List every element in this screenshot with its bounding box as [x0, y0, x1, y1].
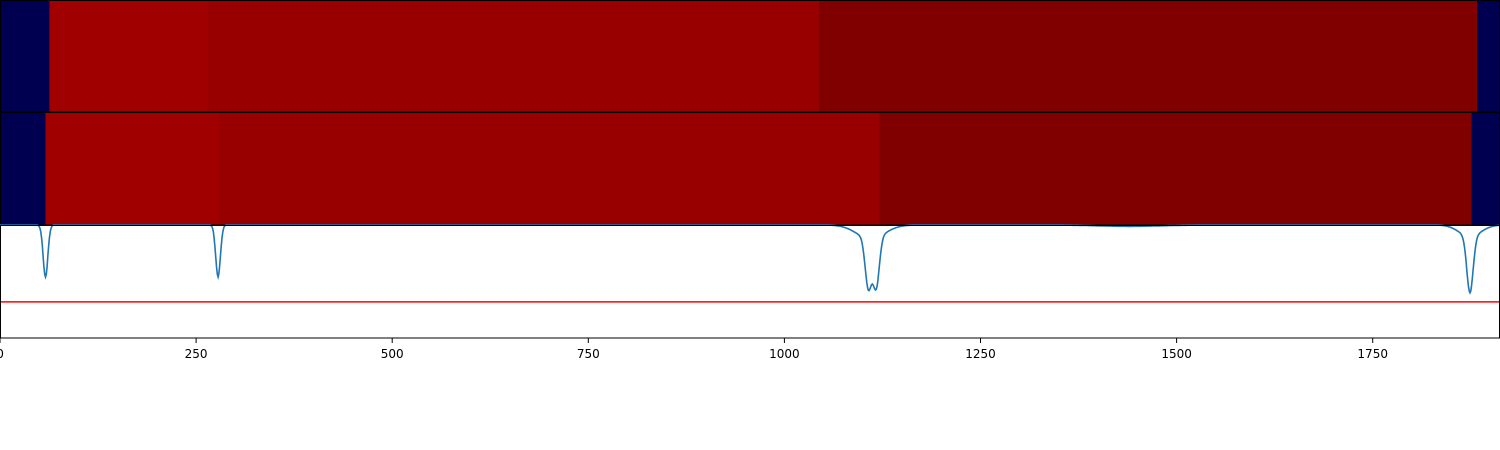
- segment-1-4: [818, 1, 1478, 112]
- segment-1-3: [207, 1, 820, 112]
- segment-row-1: [0, 0, 1500, 113]
- segment-2-2: [45, 113, 220, 225]
- x-tick-label: 1250: [965, 347, 996, 361]
- x-tick-label: 1500: [1161, 347, 1192, 361]
- x-tick-label: 750: [577, 347, 600, 361]
- x-tick-label: 1750: [1357, 347, 1388, 361]
- segment-2-5: [1471, 113, 1500, 225]
- segment-1-2: [49, 1, 209, 112]
- x-tick-label: 250: [185, 347, 208, 361]
- segment-2-1: [0, 113, 46, 225]
- signal-panel: [0, 224, 1500, 339]
- x-tick-label: 0: [0, 347, 4, 361]
- segment-1-5: [1477, 1, 1500, 112]
- segment-2-4: [879, 113, 1473, 225]
- signal-line: [0, 224, 1500, 295]
- segment-1-1: [0, 1, 50, 112]
- x-axis: 0 250 500 750 1000 1250 1500 1750: [0, 338, 1388, 361]
- x-tick-label: 1000: [769, 347, 800, 361]
- segment-row-2: [0, 112, 1500, 226]
- segment-2-3: [218, 113, 880, 225]
- x-tick-label: 500: [381, 347, 404, 361]
- signal-frame: [0, 225, 1500, 339]
